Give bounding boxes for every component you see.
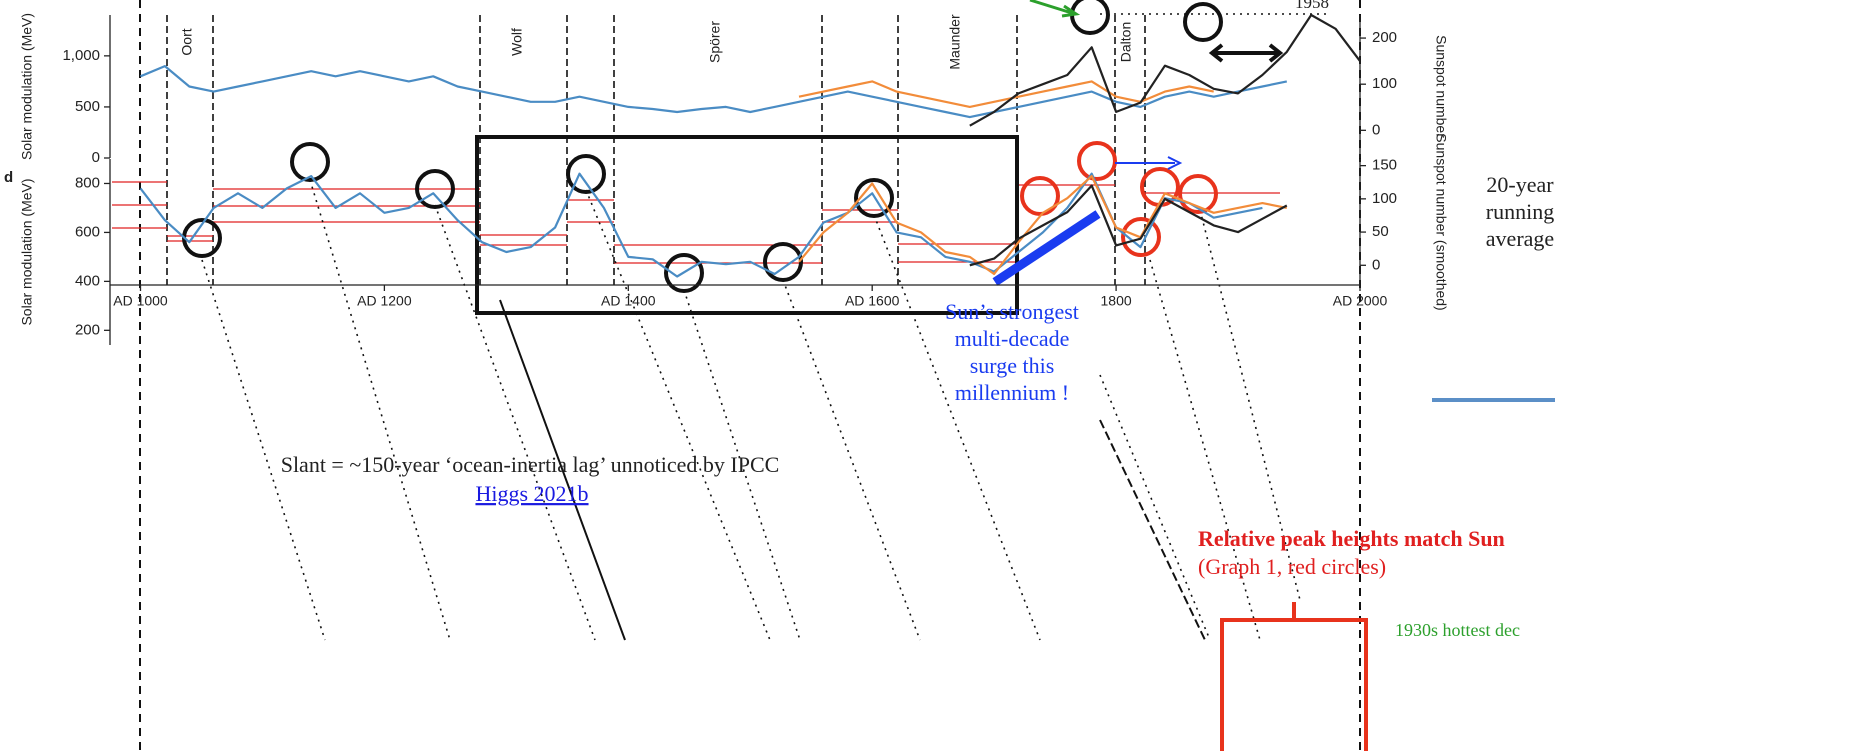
minimum-label: Maunder bbox=[947, 14, 963, 70]
surge-note: Sun’s strongest bbox=[945, 299, 1079, 324]
minimum-label: Dalton bbox=[1118, 22, 1134, 62]
hottest-note: 1930s hottest dec bbox=[1395, 620, 1520, 640]
y2-tick-label: 100 bbox=[1372, 75, 1397, 92]
y2-tick-label: 100 bbox=[1372, 190, 1397, 207]
x-tick-label: AD 1600 bbox=[845, 293, 900, 309]
y2-tick-label: 150 bbox=[1372, 157, 1397, 174]
y-tick-label: 200 bbox=[75, 321, 100, 338]
minimum-label: Wolf bbox=[509, 28, 525, 56]
focus-box bbox=[475, 135, 1019, 315]
peaks-title: Relative peak heights match Sun bbox=[1198, 526, 1505, 551]
y-tick-label: 500 bbox=[75, 98, 100, 115]
data-line bbox=[139, 172, 1263, 278]
note: running bbox=[1486, 199, 1554, 224]
x-tick-label: AD 1000 bbox=[113, 293, 168, 309]
y-tick-label: 400 bbox=[75, 272, 100, 289]
red-bracket bbox=[1220, 602, 1368, 751]
data-line bbox=[798, 175, 1288, 276]
reference-link[interactable]: Higgs 2021b bbox=[475, 481, 588, 506]
mean-lines bbox=[112, 181, 1280, 264]
surge-note: multi-decade bbox=[955, 326, 1070, 351]
note: average bbox=[1486, 226, 1554, 251]
y2-axis-title: Sunspot number (smoothed) bbox=[1433, 133, 1449, 310]
circles bbox=[182, 0, 1223, 293]
data-line bbox=[798, 80, 1214, 108]
x-tick-label: AD 2000 bbox=[1333, 293, 1388, 309]
minimum-label: Spörer bbox=[707, 21, 723, 63]
y2-axis-title: Sunspot number bbox=[1433, 35, 1449, 138]
surge-bar bbox=[992, 210, 1101, 286]
slide-text: 20-year running average Sun’s strongest … bbox=[281, 172, 1555, 640]
y-tick-label: 1,000 bbox=[62, 47, 100, 64]
y-tick-label: 0 bbox=[92, 149, 100, 166]
y2-tick-label: 50 bbox=[1372, 223, 1389, 240]
y-axis-title: Solar modulation (MeV) bbox=[19, 178, 35, 325]
blue-arrow bbox=[1115, 156, 1183, 170]
decorations bbox=[112, 0, 1555, 751]
green-arrow bbox=[1029, 0, 1081, 18]
y2-tick-label: 200 bbox=[1372, 29, 1397, 46]
peaks-note: (Graph 1, red circles) bbox=[1198, 554, 1386, 579]
y-axis-title: Solar modulation (MeV) bbox=[19, 13, 35, 160]
x-tick-label: AD 1200 bbox=[357, 293, 412, 309]
y2-tick-label: 0 bbox=[1372, 121, 1380, 138]
note: 20-year bbox=[1486, 172, 1554, 197]
year-label: 1958 bbox=[1295, 0, 1329, 12]
surge-note: surge this bbox=[970, 353, 1055, 378]
minimum-label: Oort bbox=[179, 28, 195, 55]
y-tick-label: 800 bbox=[75, 174, 100, 191]
x-tick-label: 1800 bbox=[1101, 293, 1132, 309]
slant-note: Slant = ~150-year ‘ocean-inertia lag’ un… bbox=[281, 452, 780, 477]
y-tick-label: 600 bbox=[75, 223, 100, 240]
surge-note: millennium ! bbox=[955, 380, 1069, 405]
slant-lines bbox=[201, 179, 1301, 641]
data-line bbox=[969, 184, 1288, 267]
data-line bbox=[969, 13, 1361, 127]
data-line bbox=[140, 65, 1288, 119]
double-arrow bbox=[1208, 43, 1284, 63]
x-tick-label: AD 1400 bbox=[601, 293, 656, 309]
panel-label: d bbox=[4, 169, 13, 186]
y2-tick-label: 0 bbox=[1372, 256, 1380, 273]
